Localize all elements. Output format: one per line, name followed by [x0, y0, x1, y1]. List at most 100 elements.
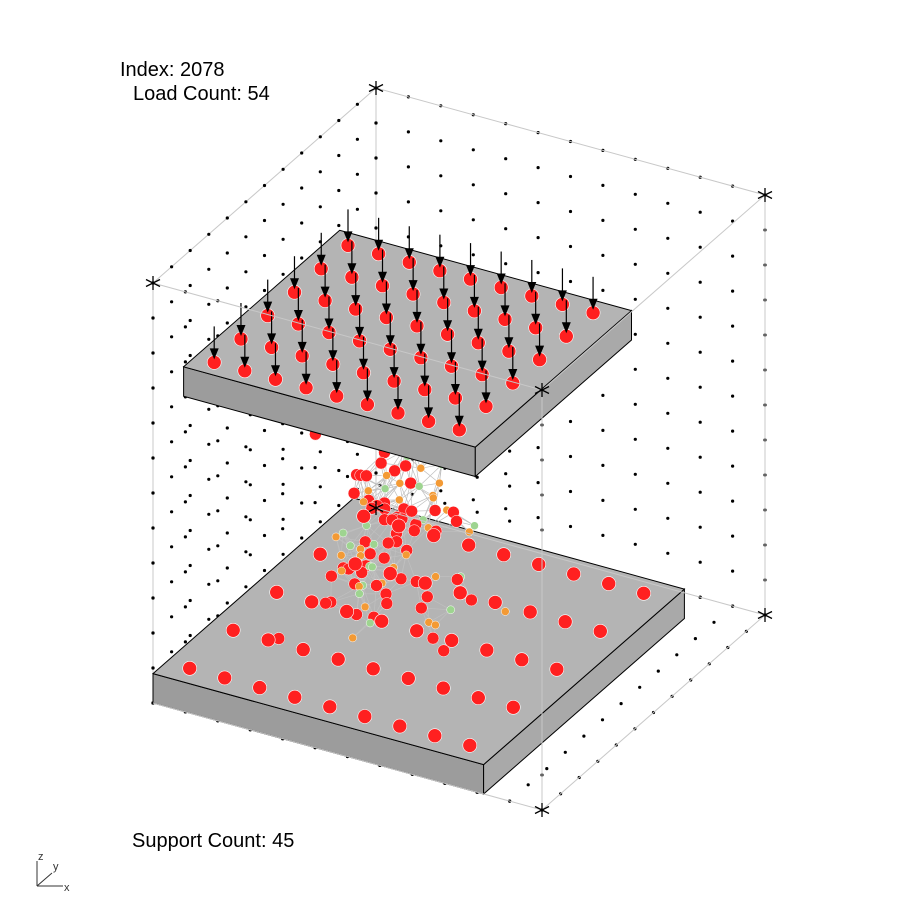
load-arrow [508, 347, 518, 380]
core-node [319, 596, 332, 610]
grid-dot [406, 165, 410, 169]
grid-dot [300, 536, 304, 540]
load-arrow [439, 266, 449, 300]
grid-dot [443, 501, 447, 505]
grid-dot [262, 428, 267, 433]
grid-dot [374, 471, 378, 475]
grid-dot [731, 464, 735, 468]
load-arrow [343, 209, 353, 243]
support-node [566, 566, 582, 582]
grid-dot [406, 130, 410, 134]
core-node [399, 459, 412, 473]
grid-dot [698, 210, 702, 214]
grid-dot [504, 227, 508, 231]
grid-dot [633, 192, 637, 196]
core-node [431, 572, 440, 581]
corner-marker [757, 188, 773, 202]
grid-dot [439, 139, 443, 143]
load-arrow [412, 289, 422, 323]
corner-marker [757, 608, 773, 622]
grid-dot [300, 466, 304, 470]
grid-dot [475, 475, 479, 479]
load-arrow [435, 234, 445, 268]
core-node [451, 573, 464, 586]
grid-dot [337, 118, 341, 123]
load-arrow [557, 268, 567, 302]
support-node [470, 690, 486, 706]
load-count-readout: Load Count: 54 [133, 83, 270, 105]
load-arrow [293, 288, 303, 321]
grid-dot [633, 297, 637, 301]
core-node [370, 579, 383, 592]
grid-dot [731, 429, 735, 433]
grid-dot [248, 483, 252, 487]
grid-dot [151, 351, 155, 355]
grid-dot [262, 568, 267, 573]
grid-dot [170, 510, 174, 514]
support-node [462, 738, 478, 753]
load-arrow [351, 273, 361, 307]
grid-dot [731, 219, 735, 223]
core-member [386, 475, 400, 501]
grid-dot [666, 411, 670, 415]
grid-dot [504, 262, 508, 266]
grid-dot [183, 535, 187, 539]
grid-dot [471, 253, 475, 257]
grid-dot [374, 226, 378, 230]
grid-dot [262, 218, 267, 223]
support-node [312, 546, 328, 562]
grid-dot [471, 498, 475, 502]
grid-dot [731, 324, 735, 328]
grid-dot [225, 321, 229, 325]
core-member [428, 509, 448, 528]
support-node [461, 537, 477, 553]
axis-y-label: y [53, 861, 59, 873]
load-arrow [240, 334, 250, 368]
load-arrow [531, 291, 541, 325]
grid-dot [151, 596, 155, 600]
grid-dot [244, 445, 248, 449]
grid-dot [183, 465, 187, 469]
grid-dot [188, 458, 192, 463]
grid-dot [170, 475, 174, 479]
core-node [382, 471, 391, 480]
grid-dot [355, 452, 359, 456]
grid-dot [536, 236, 540, 240]
load-arrow [393, 376, 403, 410]
support-node [496, 547, 512, 563]
core-node [325, 569, 338, 583]
grid-dot [666, 236, 670, 240]
grid-dot [731, 534, 735, 538]
grid-dot [601, 253, 605, 257]
grid-dot [693, 637, 698, 641]
grid-dot [151, 316, 155, 320]
grid-dot [188, 353, 192, 358]
core-node [338, 528, 348, 538]
grid-dot [188, 633, 192, 638]
grid-dot [601, 533, 605, 538]
grid-dot [666, 341, 670, 345]
core-node [368, 562, 377, 572]
grid-dot [318, 485, 322, 489]
grid-dot [439, 489, 443, 493]
grid-dot [698, 455, 702, 459]
core-node [381, 536, 395, 550]
grid-dot [355, 172, 359, 176]
core-node [408, 524, 421, 537]
core-node [404, 476, 417, 490]
grid-dot [656, 669, 660, 673]
grid-dot [248, 518, 252, 522]
grid-dot [406, 200, 410, 204]
grid-dot [698, 350, 702, 354]
support-node [260, 632, 276, 648]
grid-dot [337, 153, 341, 158]
grid-dot [318, 135, 322, 139]
grid-dot [633, 367, 637, 371]
core-node [426, 631, 440, 645]
grid-dot [207, 337, 211, 341]
grid-dot [508, 449, 512, 453]
core-node [470, 521, 479, 530]
grid-dot [225, 426, 229, 430]
load-arrow [466, 243, 475, 277]
